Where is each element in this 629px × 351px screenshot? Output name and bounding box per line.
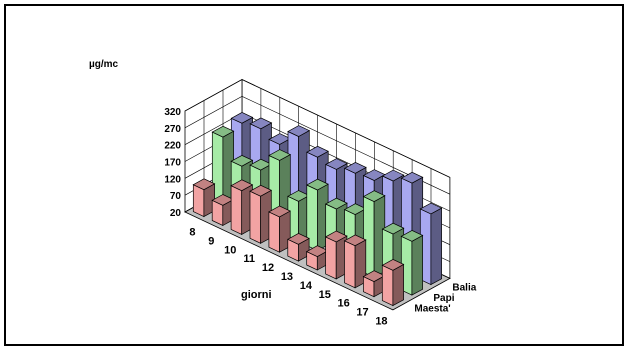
bar [306,178,329,252]
bar-top-face [230,179,254,192]
x-axis-title: giorni [241,289,272,301]
chart-bars [192,112,443,307]
bar [400,230,424,296]
x-tick-label: 12 [262,262,274,274]
series-label: Papi [433,293,454,304]
bar-top-face [249,184,273,197]
bar-top-face [381,222,405,235]
bar-top-face [287,233,310,245]
x-tick-label: 8 [189,226,195,238]
y-tick-label: 20 [170,208,182,219]
bar [287,233,310,262]
x-tick-label: 10 [224,244,236,256]
bar-top-face [192,178,216,191]
bar-top-face [400,171,424,184]
series-label: Balia [452,283,476,294]
x-tick-label: 16 [338,298,350,310]
bar [230,179,254,235]
y-tick-label: 120 [164,174,181,185]
bar-front-face [325,236,337,280]
x-tick-label: 9 [208,235,214,247]
bar-top-face [325,158,348,170]
bar-top-face [400,230,424,242]
bar-side-face [392,263,404,307]
bar-front-face [344,240,356,289]
bar [249,184,273,244]
bar-top-face [343,234,367,247]
bar [362,190,386,278]
bar-top-face [230,155,254,167]
bar-front-face [381,264,394,307]
x-tick-label: 14 [300,280,313,292]
y-tick-label: 70 [170,191,182,202]
bar-top-face [230,112,254,124]
bar-top-face [211,125,235,138]
x-tick-label: 15 [319,289,331,301]
bar-top-face [381,169,405,182]
bar-front-face [192,184,205,218]
chart-labels: µg/mc giorni 20 70 120 170 220 270 320 8 9 10 11 12… [89,59,477,327]
bar-top-face [381,259,405,271]
bar [268,205,291,253]
bar [381,259,405,307]
y-tick-label: 270 [164,124,181,135]
y-tick-label: 220 [164,141,181,152]
bar-front-face [249,190,261,244]
x-tick-label: 11 [243,253,255,265]
x-tick-label: 18 [375,315,387,327]
bar [192,178,216,218]
series-label: Maesta' [414,304,450,315]
bar [211,194,235,227]
bar-top-face [268,149,292,161]
bar-front-face [268,211,280,253]
bar [324,230,348,280]
bar-top-face [268,205,291,218]
bar-top-face [306,178,329,191]
bar-top-face [362,190,386,202]
bar-top-face [306,145,329,158]
bar [419,202,443,286]
x-tick-label: 13 [281,271,293,283]
bar-top-face [419,202,443,215]
bar-top-face [287,125,311,137]
bar-top-face [343,162,367,174]
bar-top-face [324,197,348,210]
x-tick-label: 17 [356,307,368,319]
bar-top-face [249,117,273,130]
bar-side-face [430,207,442,286]
bar [343,234,367,289]
y-axis-title: µg/mc [89,59,119,70]
bar-top-face [324,230,348,243]
y-tick-label: 320 [164,107,181,118]
bar [362,270,386,298]
y-tick-label: 170 [164,158,181,169]
bar [211,125,235,207]
bar-side-face [411,234,423,296]
bar-front-face [230,185,243,235]
